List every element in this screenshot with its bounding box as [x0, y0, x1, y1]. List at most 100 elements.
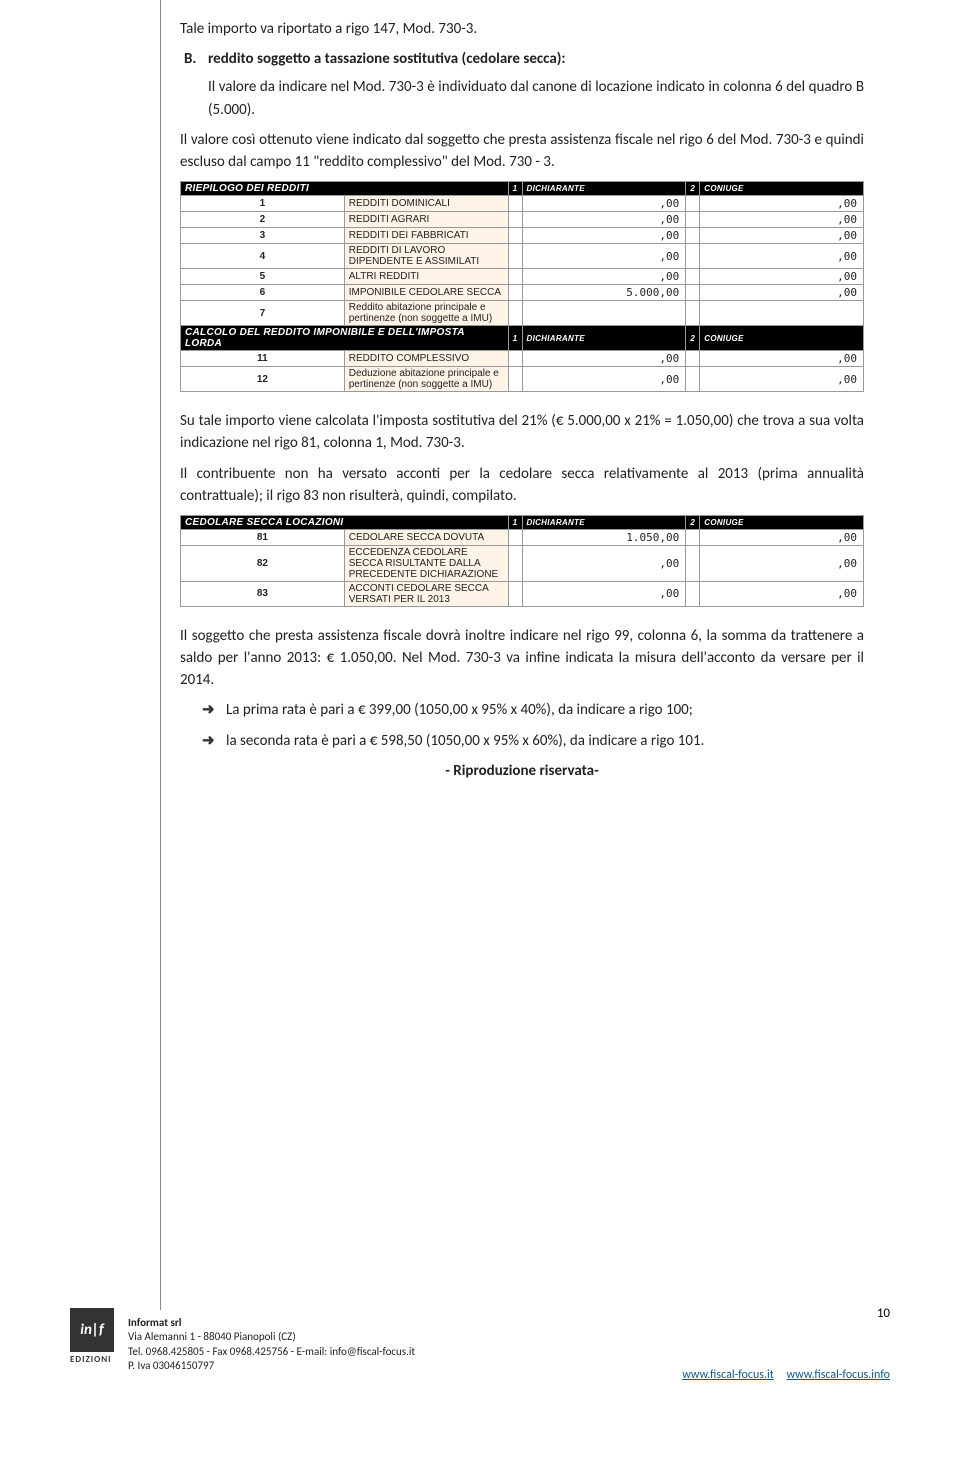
row-number: 83 [181, 581, 345, 606]
row-desc: Deduzione abitazione principale e pertin… [344, 367, 508, 392]
footer-link[interactable]: www.fiscal-focus.it [682, 1368, 774, 1382]
table-row: 1REDDITI DOMINICALI,00,00 [181, 196, 864, 212]
sup [508, 367, 522, 392]
sup [508, 196, 522, 212]
paragraph: Il valore così ottenuto viene indicato d… [180, 129, 864, 173]
value-coniuge: ,00 [700, 285, 864, 301]
table-row: 12Deduzione abitazione principale e pert… [181, 367, 864, 392]
value-dichiarante: 5.000,00 [522, 285, 686, 301]
sup: 2 [686, 182, 700, 196]
arrow-bullet: La prima rata è pari a € 399,00 (1050,00… [180, 699, 864, 721]
address-line: Via Alemanni 1 - 88040 Pianopoli (CZ) [128, 1330, 415, 1344]
row-number: 81 [181, 529, 345, 545]
address-line: P. Iva 03046150797 [128, 1359, 415, 1373]
tax-table-riepilogo: RIEPILOGO DEI REDDITI 1 DICHIARANTE 2 CO… [180, 181, 864, 392]
row-number: 7 [181, 301, 345, 326]
col-header: CONIUGE [700, 326, 864, 351]
value-dichiarante: ,00 [522, 228, 686, 244]
row-desc: IMPONIBILE CEDOLARE SECCA [344, 285, 508, 301]
row-number: 4 [181, 244, 345, 269]
sup [508, 244, 522, 269]
table-header: CALCOLO DEL REDDITO IMPONIBILE E DELL'IM… [181, 326, 509, 351]
row-desc: REDDITO COMPLESSIVO [344, 351, 508, 367]
value-dichiarante: ,00 [522, 244, 686, 269]
sup [686, 351, 700, 367]
sup [508, 301, 522, 326]
list-title: reddito soggetto a tassazione sostitutiv… [208, 50, 566, 68]
sup [686, 285, 700, 301]
sup [686, 529, 700, 545]
value-dichiarante: ,00 [522, 212, 686, 228]
paragraph: Il soggetto che presta assistenza fiscal… [180, 625, 864, 692]
sup: 1 [508, 182, 522, 196]
col-header: CONIUGE [700, 182, 864, 196]
sup [686, 244, 700, 269]
sup [686, 212, 700, 228]
sup [508, 212, 522, 228]
value-coniuge: ,00 [700, 212, 864, 228]
col-header: DICHIARANTE [522, 182, 686, 196]
value-dichiarante: ,00 [522, 367, 686, 392]
value-coniuge: ,00 [700, 244, 864, 269]
left-margin-line [160, 0, 161, 1310]
sup [508, 351, 522, 367]
value-coniuge: ,00 [700, 196, 864, 212]
sup: 1 [508, 515, 522, 529]
value-coniuge [700, 301, 864, 326]
row-desc: ECCEDENZA CEDOLARE SECCA RISULTANTE DALL… [344, 545, 508, 581]
value-coniuge: ,00 [700, 545, 864, 581]
value-coniuge: ,00 [700, 529, 864, 545]
table-header: RIEPILOGO DEI REDDITI [181, 182, 509, 196]
table-row: 7Reddito abitazione principale e pertine… [181, 301, 864, 326]
value-coniuge: ,00 [700, 269, 864, 285]
sup: 1 [508, 326, 522, 351]
sup [508, 581, 522, 606]
row-desc: REDDITI DOMINICALI [344, 196, 508, 212]
value-coniuge: ,00 [700, 351, 864, 367]
paragraph: Su tale importo viene calcolata l'impost… [180, 410, 864, 454]
row-number: 82 [181, 545, 345, 581]
company-name: Informat srl [128, 1316, 415, 1330]
table-row: 6IMPONIBILE CEDOLARE SECCA 5.000,00 ,00 [181, 285, 864, 301]
col-header: DICHIARANTE [522, 326, 686, 351]
sup: 2 [686, 326, 700, 351]
row-desc: ALTRI REDDITI [344, 269, 508, 285]
value-dichiarante: ,00 [522, 545, 686, 581]
list-text: Il valore da indicare nel Mod. 730-3 è i… [180, 76, 864, 120]
sup [508, 529, 522, 545]
value-coniuge: ,00 [700, 581, 864, 606]
row-desc: REDDITI AGRARI [344, 212, 508, 228]
row-number: 1 [181, 196, 345, 212]
table-header: CEDOLARE SECCA LOCAZIONI [181, 515, 509, 529]
row-number: 11 [181, 351, 345, 367]
sup [686, 269, 700, 285]
row-desc: REDDITI DEI FABBRICATI [344, 228, 508, 244]
tax-table-cedolare: CEDOLARE SECCA LOCAZIONI 1 DICHIARANTE 2… [180, 515, 864, 607]
table-row: 3REDDITI DEI FABBRICATI,00,00 [181, 228, 864, 244]
sup [508, 228, 522, 244]
row-desc: CEDOLARE SECCA DOVUTA [344, 529, 508, 545]
row-desc: Reddito abitazione principale e pertinen… [344, 301, 508, 326]
value-dichiarante: ,00 [522, 581, 686, 606]
footer-link[interactable]: www.fiscal-focus.info [786, 1368, 890, 1382]
arrow-bullet: la seconda rata è pari a € 598,50 (1050,… [180, 730, 864, 752]
value-coniuge: ,00 [700, 228, 864, 244]
table-row: 5ALTRI REDDITI,00,00 [181, 269, 864, 285]
table-row: 82ECCEDENZA CEDOLARE SECCA RISULTANTE DA… [181, 545, 864, 581]
footer-address: Informat srl Via Alemanni 1 - 88040 Pian… [128, 1316, 415, 1373]
value-dichiarante: ,00 [522, 269, 686, 285]
list-item-b: B.reddito soggetto a tassazione sostitut… [180, 48, 864, 121]
sup [508, 269, 522, 285]
list-label: B. [184, 48, 208, 70]
table-row: 11REDDITO COMPLESSIVO,00,00 [181, 351, 864, 367]
logo-icon: in|f [70, 1308, 114, 1352]
sup [686, 228, 700, 244]
row-number: 2 [181, 212, 345, 228]
sup [686, 367, 700, 392]
page-footer: in|f EDIZIONI Informat srl Via Alemanni … [0, 1310, 960, 1390]
table-row: 2REDDITI AGRARI ,00 ,00 [181, 212, 864, 228]
row-number: 6 [181, 285, 345, 301]
sup [686, 581, 700, 606]
value-coniuge: ,00 [700, 367, 864, 392]
edizioni-label: EDIZIONI [70, 1354, 112, 1365]
